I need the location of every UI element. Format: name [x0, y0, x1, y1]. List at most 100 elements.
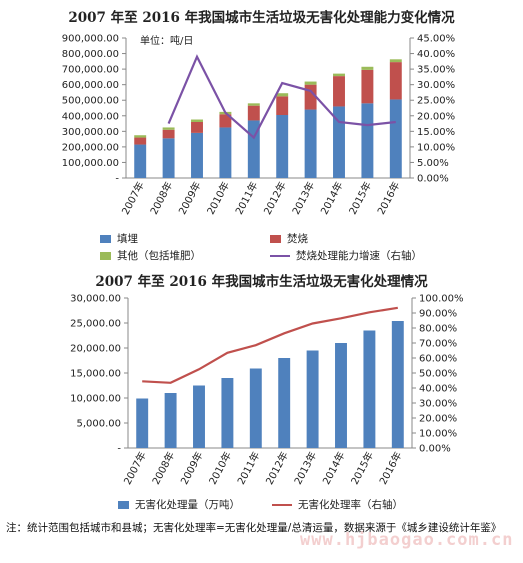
legend-item-other: 其他（包括堆肥） — [100, 248, 201, 263]
bar-1 — [249, 368, 262, 448]
legend-swatch-volume — [118, 500, 129, 509]
y2-tick-label: 20.00% — [417, 111, 455, 122]
legend-item-volume: 无害化处理量（万吨） — [118, 497, 240, 512]
bar-1 — [333, 106, 345, 178]
y2-tick-label: 10.00% — [417, 142, 455, 153]
x-tick-label: 2007年 — [119, 179, 147, 216]
watermark: www.hjbaogao.com.cn — [300, 530, 514, 550]
chart2: - 5,000.00 10,000.00 15,000.00 20,000.00 25,0… — [70, 294, 464, 487]
bar-1 — [247, 120, 260, 178]
bar-3 — [162, 127, 175, 130]
legend-swatch-other — [100, 251, 111, 260]
y2-tick-label: 15.00% — [417, 127, 455, 138]
unit-label: 单位：吨/日 — [140, 34, 193, 47]
y-tick-label: 30,000.00 — [70, 294, 121, 305]
legend-item-growth: 焚烧处理能力增速（右轴） — [270, 248, 422, 263]
y2-tick-label: 30.00% — [419, 399, 457, 410]
y2-tick-label: 30.00% — [417, 80, 455, 91]
bar-1 — [136, 398, 149, 448]
x-tick-label: 2010年 — [204, 179, 232, 216]
x-tick-label: 2013年 — [289, 179, 317, 216]
line-series-1 — [167, 54, 396, 140]
chart2-title: 2007 年至 2016 年我国城市生活垃圾无害化处理情况 — [95, 274, 428, 290]
bar-2 — [389, 62, 402, 100]
bar-3 — [333, 73, 345, 77]
legend-swatch-growth — [270, 254, 290, 257]
legend-item-incineration: 焚烧 — [270, 231, 308, 246]
bar-1 — [304, 109, 317, 178]
x-tick-label: 2014年 — [320, 449, 348, 486]
legend-label-incineration: 焚烧 — [287, 233, 308, 245]
bar-1 — [221, 378, 234, 448]
bar-1 — [191, 132, 203, 178]
bar-2 — [191, 122, 203, 133]
y2-tick-label: 70.00% — [419, 339, 457, 350]
x-tick-label: 2010年 — [206, 449, 234, 486]
y-tick-label: 600,000.00 — [62, 80, 119, 91]
bar-3 — [304, 81, 317, 85]
y-tick-label: 15,000.00 — [70, 369, 121, 380]
bar-1 — [335, 343, 347, 448]
bar-3 — [247, 103, 260, 106]
legend-swatch-rate — [272, 503, 292, 506]
legend-label-landfill: 填埋 — [117, 233, 138, 245]
y-tick-label: 20,000.00 — [70, 344, 121, 355]
y2-tick-label: 40.00% — [417, 49, 455, 60]
x-tick-label: 2015年 — [346, 179, 374, 216]
y2-tick-label: 25.00% — [417, 96, 455, 107]
y-tick-label: 700,000.00 — [62, 65, 119, 76]
x-tick-label: 2011年 — [234, 449, 262, 486]
bar-1 — [164, 393, 177, 448]
x-tick-label: 2014年 — [318, 179, 346, 216]
y2-tick-label: 45.00% — [417, 34, 455, 45]
bar-1 — [134, 144, 147, 178]
legend-item-rate: 无害化处理率（右轴） — [272, 497, 403, 512]
x-tick-label: 2015年 — [348, 449, 376, 486]
bar-1 — [162, 138, 175, 178]
bar-1 — [361, 103, 374, 178]
y-tick-label: 300,000.00 — [62, 127, 119, 138]
y2-tick-label: 10.00% — [419, 429, 457, 440]
x-tick-label: 2016年 — [376, 449, 404, 486]
y-tick-label: 800,000.00 — [62, 49, 119, 60]
bar-2 — [219, 114, 232, 128]
bar-3 — [276, 93, 289, 97]
y2-tick-label: 50.00% — [419, 369, 457, 380]
x-tick-label: 2013年 — [291, 449, 319, 486]
x-tick-label: 2012年 — [261, 179, 289, 216]
bar-2 — [134, 137, 147, 145]
legend-label-growth: 焚烧处理能力增速（右轴） — [296, 250, 422, 262]
bar-1 — [219, 127, 232, 178]
legend-label-volume: 无害化处理量（万吨） — [135, 499, 240, 511]
x-tick-label: 2008年 — [149, 449, 177, 486]
y2-tick-label: 90.00% — [419, 309, 457, 320]
bar-2 — [276, 96, 289, 115]
bar-3 — [134, 135, 147, 138]
y-tick-label: 200,000.00 — [62, 142, 119, 153]
bar-1 — [276, 115, 289, 178]
bar-1 — [363, 330, 376, 448]
bar-1 — [306, 350, 319, 448]
chart1: - 100,000.00 200,000.00 300,000.00 400,000.0… — [62, 34, 455, 217]
y-tick-label: 25,000.00 — [70, 319, 121, 330]
y2-tick-label: 40.00% — [419, 384, 457, 395]
y2-tick-label: 100.00% — [419, 294, 464, 305]
bar-2 — [304, 84, 317, 110]
bar-1 — [278, 358, 291, 448]
y-tick-label: 5,000.00 — [76, 419, 121, 430]
bar-2 — [247, 105, 260, 121]
x-tick-label: 2007年 — [121, 449, 149, 486]
bar-2 — [333, 76, 345, 107]
y2-tick-label: 80.00% — [419, 324, 457, 335]
legend-label-rate: 无害化处理率（右轴） — [298, 499, 403, 511]
x-tick-label: 2009年 — [178, 449, 206, 486]
bar-1 — [391, 321, 404, 448]
x-tick-label: 2011年 — [232, 179, 260, 216]
bar-2 — [361, 69, 374, 104]
y-tick-label: 400,000.00 — [62, 111, 119, 122]
y2-tick-label: 0.00% — [417, 174, 449, 185]
legend-label-other: 其他（包括堆肥） — [117, 250, 201, 262]
legend-swatch-incineration — [270, 234, 281, 243]
x-tick-label: 2009年 — [176, 179, 204, 216]
y-tick-label: 900,000.00 — [62, 34, 119, 45]
